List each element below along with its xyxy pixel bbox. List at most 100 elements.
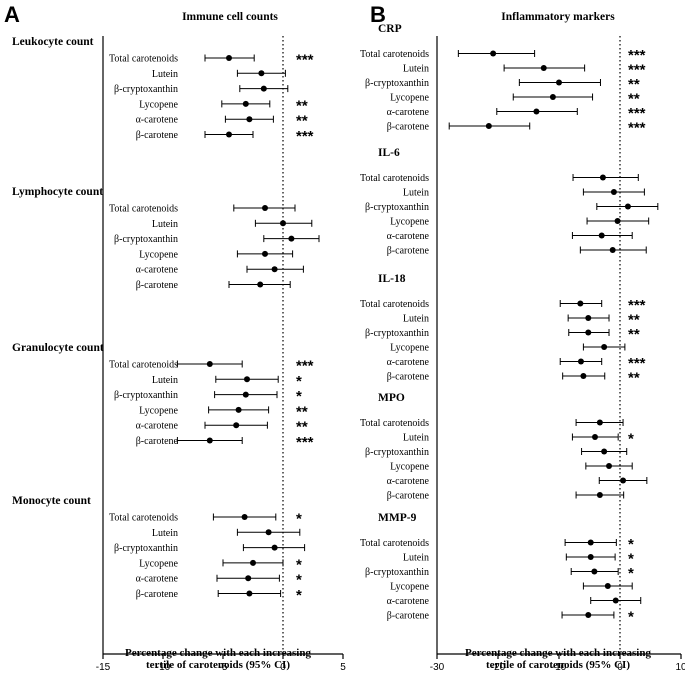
row-label: Lycopene [390, 462, 429, 473]
point-estimate [596, 419, 603, 426]
group-lymphocyte-count: Lymphocyte count Total carotenoids Lutein β… [12, 186, 320, 291]
x-tick-label: 10 [675, 662, 685, 673]
forest-row: Lycopene ** [139, 97, 308, 114]
forest-row: α-carotene [136, 265, 304, 276]
forest-row: Lutein [152, 528, 301, 539]
significance-marker: *** [296, 434, 314, 451]
group-header: IL-6 [378, 147, 400, 159]
x-tick-label: 0 [617, 662, 623, 673]
panel-letter: B [370, 2, 386, 27]
forest-row: Lutein * [152, 373, 302, 390]
row-label: β-carotene [387, 372, 430, 383]
forest-row: β-cryptoxanthin [365, 202, 659, 213]
row-label: β-carotene [136, 280, 179, 291]
significance-marker: ** [628, 312, 640, 329]
group-header: MMP-9 [378, 512, 417, 524]
significance-marker: *** [628, 120, 646, 137]
significance-marker: * [296, 373, 302, 390]
forest-row: β-carotene * [136, 587, 302, 604]
point-estimate [271, 544, 278, 551]
forest-row: β-cryptoxanthin ** [365, 326, 640, 343]
forest-row: Lycopene ** [139, 403, 308, 420]
row-label: α-carotene [136, 421, 179, 432]
point-estimate [598, 232, 605, 239]
row-label: Lycopene [390, 93, 429, 104]
point-estimate [258, 70, 265, 77]
forest-row: Lycopene * [139, 556, 302, 573]
row-label: α-carotene [387, 476, 430, 487]
forest-row: β-carotene [136, 280, 291, 291]
point-estimate [577, 300, 584, 307]
significance-marker: ** [628, 370, 640, 387]
row-label: Lutein [152, 69, 178, 80]
row-label: β-cryptoxanthin [114, 234, 178, 245]
forest-row: Lutein [403, 188, 645, 199]
group-header: CRP [378, 23, 402, 35]
row-label: Total carotenoids [360, 418, 429, 429]
row-label: Lutein [152, 219, 178, 230]
row-label: Lutein [403, 64, 429, 75]
group-il-6: IL-6 Total carotenoids Lutein β-cryptoxanth… [360, 147, 659, 257]
forest-row: β-carotene *** [136, 434, 314, 451]
forest-row: Lycopene [390, 217, 650, 228]
row-label: α-carotene [136, 574, 179, 585]
point-estimate [241, 514, 248, 520]
point-estimate [257, 281, 264, 288]
row-label: β-carotene [136, 130, 179, 141]
forest-row: β-carotene *** [387, 120, 646, 137]
forest-row: β-cryptoxanthin ** [365, 76, 640, 93]
forest-row: Total carotenoids [360, 173, 639, 184]
x-tick-label: 0 [280, 662, 286, 673]
row-label: β-cryptoxanthin [365, 78, 429, 89]
point-estimate [620, 477, 627, 484]
point-estimate [585, 315, 592, 321]
row-label: β-carotene [387, 611, 430, 622]
point-estimate [610, 189, 617, 195]
forest-row: Lycopene [139, 249, 294, 260]
point-estimate [206, 361, 213, 367]
point-estimate [226, 55, 232, 61]
forest-row: β-cryptoxanthin [365, 447, 628, 458]
point-estimate [587, 539, 594, 546]
significance-marker: ** [628, 326, 640, 343]
point-estimate [604, 583, 611, 589]
x-axis-label-line2: tertile of carotenoids (95% CI) [486, 659, 630, 671]
forest-row: Total carotenoids *** [109, 52, 314, 69]
forest-row: Total carotenoids [109, 204, 296, 215]
point-estimate [206, 437, 213, 444]
x-tick-label: -15 [96, 662, 111, 673]
significance-marker: * [628, 565, 634, 582]
group-header: IL-18 [378, 273, 406, 285]
group-mpo: MPO Total carotenoids Lutein * β-cryptoxanth… [360, 392, 648, 502]
group-header: Lymphocyte count [12, 186, 103, 198]
row-label: Total carotenoids [360, 49, 429, 60]
panel-a: A Immune cell counts -15 -10 -5 0 5 Percentage … [4, 2, 346, 673]
row-label: Lycopene [390, 343, 429, 354]
forest-row: β-carotene [387, 491, 625, 502]
forest-row: β-carotene *** [136, 128, 314, 145]
forest-row: β-cryptoxanthin [114, 543, 306, 554]
point-estimate [585, 329, 592, 336]
row-label: β-cryptoxanthin [365, 567, 429, 578]
point-estimate [246, 590, 253, 597]
forest-row: α-carotene ** [136, 113, 308, 130]
row-label: Total carotenoids [109, 513, 178, 524]
forest-row: α-carotene [387, 476, 648, 487]
point-estimate [577, 358, 584, 365]
x-tick-label: -10 [552, 662, 567, 673]
row-label: β-cryptoxanthin [365, 447, 429, 458]
group-header: Granulocyte count [12, 342, 104, 354]
forest-row: α-carotene [387, 596, 642, 607]
point-estimate [596, 492, 603, 498]
significance-marker: * [296, 572, 302, 589]
row-label: α-carotene [387, 357, 430, 368]
forest-row: β-cryptoxanthin [114, 84, 289, 95]
x-axis-label-line1: Percentage change with each increasing [465, 647, 651, 659]
point-estimate [250, 559, 256, 566]
forest-row: Total carotenoids *** [360, 47, 646, 64]
forest-row: Total carotenoids *** [109, 358, 314, 375]
point-estimate [591, 434, 598, 440]
row-label: β-cryptoxanthin [365, 328, 429, 339]
row-label: β-cryptoxanthin [114, 543, 178, 554]
